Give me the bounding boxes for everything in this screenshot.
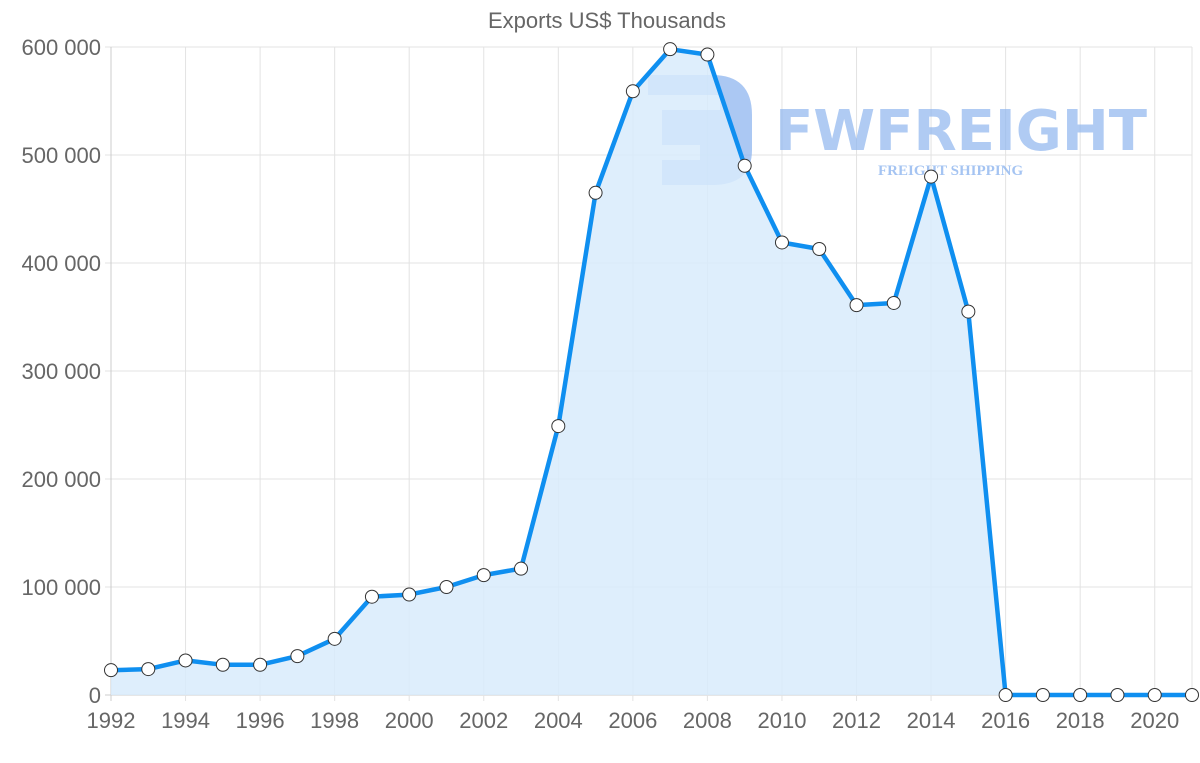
y-tick-label: 400 000 [21,251,101,276]
y-tick-label: 300 000 [21,359,101,384]
x-tick-label: 2004 [534,708,583,733]
x-tick-label: 2002 [459,708,508,733]
x-tick-label: 1992 [87,708,136,733]
data-point-marker[interactable] [514,561,529,576]
x-tick-label: 1994 [161,708,210,733]
data-point-marker[interactable] [178,653,193,668]
data-point-marker[interactable] [737,158,752,173]
y-tick-label: 100 000 [21,575,101,600]
x-tick-label: 1998 [310,708,359,733]
data-point-marker[interactable] [215,657,230,672]
x-tick-label: 2006 [608,708,657,733]
data-point-marker[interactable] [439,580,454,594]
data-point-marker[interactable] [476,568,491,583]
x-tick-label: 2010 [757,708,806,733]
x-tick-label: 2016 [981,708,1030,733]
data-point-marker[interactable] [924,169,939,184]
watermark-brand: FWFREIGHT [775,99,1147,164]
data-point-marker[interactable] [774,235,789,250]
data-point-marker[interactable] [364,589,379,604]
data-point-marker[interactable] [1147,688,1162,702]
data-point-marker[interactable] [141,662,156,677]
data-point-marker[interactable] [1035,688,1050,702]
y-tick-label: 200 000 [21,467,101,492]
data-point-marker[interactable] [700,47,715,62]
x-tick-label: 2014 [907,708,956,733]
data-point-marker[interactable] [961,304,976,319]
x-tick-label: 2020 [1130,708,1179,733]
data-point-marker[interactable] [253,657,268,672]
x-tick-label: 2000 [385,708,434,733]
data-point-marker[interactable] [588,185,603,200]
data-point-marker[interactable] [1073,688,1088,702]
data-point-marker[interactable] [812,241,827,256]
x-tick-label: 2012 [832,708,881,733]
data-point-marker[interactable] [1110,688,1125,702]
data-point-marker[interactable] [551,419,566,434]
y-tick-label: 500 000 [21,143,101,168]
y-tick-label: 600 000 [21,35,101,60]
data-point-marker[interactable] [625,84,640,99]
data-point-marker[interactable] [886,295,901,310]
x-tick-label: 1996 [236,708,285,733]
data-point-marker[interactable] [402,587,417,602]
data-point-marker[interactable] [104,663,118,678]
data-point-marker[interactable] [1185,688,1199,702]
chart-title: Exports US$ Thousands [487,8,727,33]
data-point-marker[interactable] [290,649,305,664]
data-point-marker[interactable] [849,298,864,313]
data-point-marker[interactable] [327,631,342,646]
y-tick-label: 0 [89,683,101,708]
data-points [104,42,1199,702]
data-point-marker[interactable] [663,42,678,57]
x-axis: 1992 1994 1996 1998 2000 2002 2004 2006 2008 2010… [87,708,1180,733]
y-axis: 0 100 000 200 000 300 000 400 000 500 000 600 … [21,35,101,708]
x-tick-label: 2018 [1056,708,1105,733]
data-point-marker[interactable] [998,688,1013,702]
x-tick-label: 2008 [683,708,732,733]
watermark-tagline: FREIGHT SHIPPING [878,163,1023,179]
